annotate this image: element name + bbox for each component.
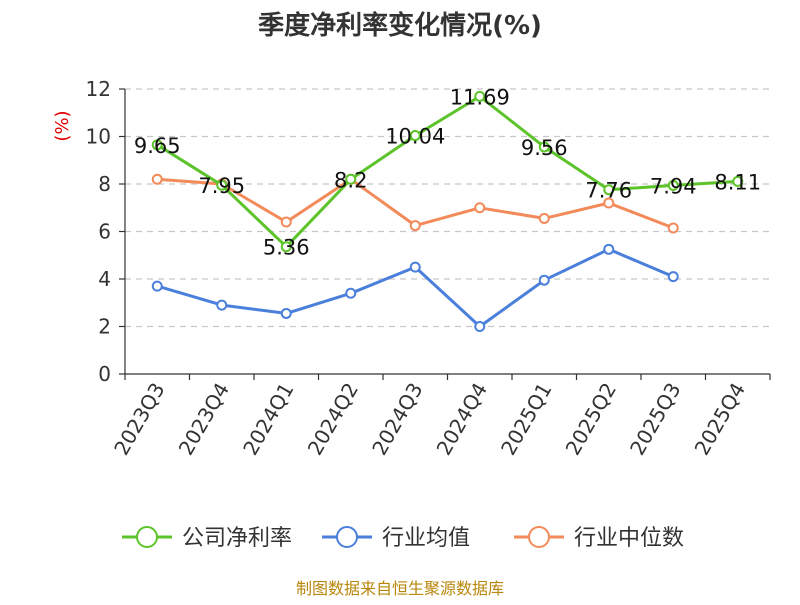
x-tick-label: 2024Q2 — [303, 379, 363, 460]
data-point — [603, 243, 615, 255]
data-point — [409, 220, 421, 232]
series-line — [156, 94, 738, 249]
data-point — [603, 184, 615, 196]
x-tick-label: 2023Q3 — [109, 379, 169, 460]
x-tick-label: 2024Q1 — [238, 379, 298, 460]
legend-swatch-marker — [528, 526, 550, 548]
x-tick-label: 2025Q3 — [625, 379, 685, 460]
data-label: 10.04 — [385, 125, 445, 149]
data-point — [345, 287, 357, 299]
data-point — [151, 280, 163, 292]
data-label: 9.56 — [521, 136, 568, 160]
data-point — [280, 216, 292, 228]
legend-label: 行业中位数 — [574, 526, 684, 551]
data-point — [216, 179, 228, 191]
data-point — [280, 307, 292, 319]
data-label: 7.95 — [198, 174, 245, 198]
series-layer — [151, 90, 744, 332]
data-point — [151, 139, 163, 151]
data-point — [667, 271, 679, 283]
data-label: 5.36 — [263, 236, 310, 260]
source-note: 制图数据来自恒生聚源数据库 — [296, 579, 504, 598]
series-line — [156, 247, 674, 328]
data-point — [409, 130, 421, 142]
y-tick-label: 8 — [98, 172, 111, 196]
y-tick-label: 12 — [86, 77, 111, 101]
y-axis-unit: (%) — [52, 110, 73, 141]
data-label: 8.2 — [334, 168, 367, 192]
x-tick-label: 2024Q4 — [432, 379, 492, 460]
legend-swatch-marker — [136, 526, 158, 548]
data-point — [409, 261, 421, 273]
data-point — [345, 173, 357, 185]
y-tick-label: 0 — [98, 362, 111, 386]
data-point — [280, 241, 292, 253]
data-point — [474, 202, 486, 214]
y-tick-label: 4 — [98, 267, 111, 291]
data-point — [216, 299, 228, 311]
data-label: 7.94 — [650, 174, 697, 198]
data-label: 11.69 — [450, 85, 510, 109]
data-point — [603, 197, 615, 209]
y-tick-label: 2 — [98, 315, 111, 339]
legend: 公司净利率 行业均值 行业中位数 — [122, 526, 684, 551]
data-point — [474, 321, 486, 332]
x-tick-label: 2025Q2 — [561, 379, 621, 460]
x-tick-label: 2025Q1 — [496, 379, 556, 460]
data-point — [538, 212, 550, 224]
data-label: 8.11 — [714, 170, 761, 194]
data-label: 7.76 — [585, 179, 632, 203]
data-point — [667, 179, 679, 191]
legend-swatch-marker — [336, 526, 358, 548]
data-point — [474, 90, 486, 102]
y-tick-label: 10 — [86, 125, 111, 149]
data-point — [151, 173, 163, 185]
x-tick-label: 2024Q3 — [367, 379, 427, 460]
data-label: 9.65 — [134, 134, 181, 158]
data-point — [538, 274, 550, 286]
y-tick-label: 6 — [98, 220, 111, 244]
data-point — [538, 141, 550, 153]
legend-label: 行业均值 — [382, 526, 470, 551]
legend-label: 公司净利率 — [182, 526, 292, 551]
data-point — [732, 175, 744, 187]
chart-title: 季度净利率变化情况(%) — [258, 10, 542, 41]
data-point — [667, 222, 679, 234]
x-tick-label: 2025Q4 — [690, 379, 750, 460]
grid-lines — [125, 88, 770, 328]
x-tick-label: 2023Q4 — [174, 379, 234, 460]
